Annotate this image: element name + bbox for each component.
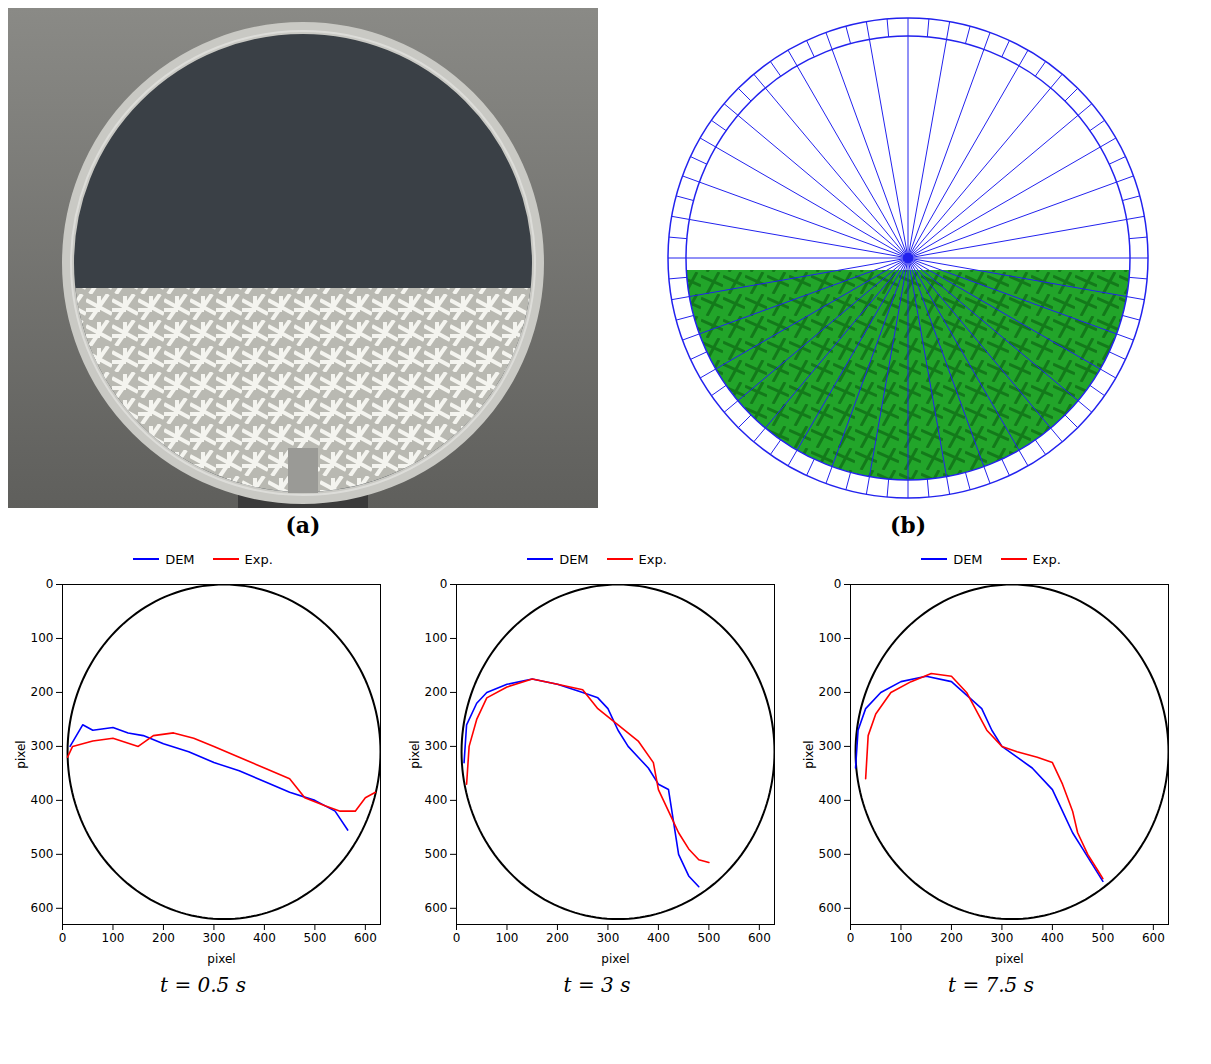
svg-text:0: 0	[46, 577, 54, 591]
svg-text:600: 600	[819, 901, 842, 915]
svg-text:pixel: pixel	[14, 740, 28, 768]
svg-text:100: 100	[102, 931, 125, 945]
html-text:DEM: DEM	[953, 551, 983, 567]
svg-text:400: 400	[819, 793, 842, 807]
html-text:Exp.: Exp.	[1032, 551, 1061, 567]
html-text:Exp.: Exp.	[244, 551, 273, 567]
svg-text:500: 500	[697, 931, 720, 945]
svg-text:0: 0	[453, 931, 461, 945]
svg-text:300: 300	[425, 739, 448, 753]
svg-text:400: 400	[31, 793, 54, 807]
svg-text:600: 600	[748, 931, 771, 945]
svg-text:300: 300	[990, 931, 1013, 945]
svg-text:200: 200	[546, 931, 569, 945]
svg-text:200: 200	[425, 685, 448, 699]
svg-text:300: 300	[819, 739, 842, 753]
svg-text:100: 100	[425, 631, 448, 645]
svg-text:100: 100	[31, 631, 54, 645]
svg-text:600: 600	[425, 901, 448, 915]
svg-text:200: 200	[819, 685, 842, 699]
svg-text:500: 500	[425, 847, 448, 861]
html-text:(a): (a)	[285, 512, 321, 538]
svg-text:100: 100	[819, 631, 842, 645]
svg-text:500: 500	[819, 847, 842, 861]
svg-text:pixel: pixel	[601, 952, 629, 966]
svg-text:100: 100	[890, 931, 913, 945]
svg-text:pixel: pixel	[207, 952, 235, 966]
svg-text:pixel: pixel	[408, 740, 422, 768]
svg-text:0: 0	[834, 577, 842, 591]
html-text:DEM: DEM	[559, 551, 589, 567]
svg-text:500: 500	[31, 847, 54, 861]
svg-text:600: 600	[354, 931, 377, 945]
svg-text:300: 300	[202, 931, 225, 945]
svg-text:400: 400	[1041, 931, 1064, 945]
svg-text:300: 300	[596, 931, 619, 945]
svg-text:pixel: pixel	[802, 740, 816, 768]
svg-text:600: 600	[31, 901, 54, 915]
svg-text:500: 500	[1091, 931, 1114, 945]
html-text:t = 3 s: t = 3 s	[563, 973, 631, 997]
html-text:(b): (b)	[889, 512, 927, 538]
svg-text:200: 200	[940, 931, 963, 945]
svg-text:100: 100	[496, 931, 519, 945]
svg-text:400: 400	[253, 931, 276, 945]
html-text:DEM: DEM	[165, 551, 195, 567]
svg-text:200: 200	[31, 685, 54, 699]
svg-text:300: 300	[31, 739, 54, 753]
svg-text:400: 400	[425, 793, 448, 807]
svg-text:pixel: pixel	[995, 952, 1023, 966]
svg-text:400: 400	[647, 931, 670, 945]
html-text:Exp.: Exp.	[638, 551, 667, 567]
svg-text:200: 200	[152, 931, 175, 945]
html-text:t = 0.5 s: t = 0.5 s	[160, 973, 246, 997]
svg-text:0: 0	[440, 577, 448, 591]
svg-text:0: 0	[59, 931, 67, 945]
html-text:t = 7.5 s: t = 7.5 s	[948, 973, 1034, 997]
svg-text:500: 500	[303, 931, 326, 945]
svg-text:0: 0	[847, 931, 855, 945]
svg-text:600: 600	[1142, 931, 1165, 945]
